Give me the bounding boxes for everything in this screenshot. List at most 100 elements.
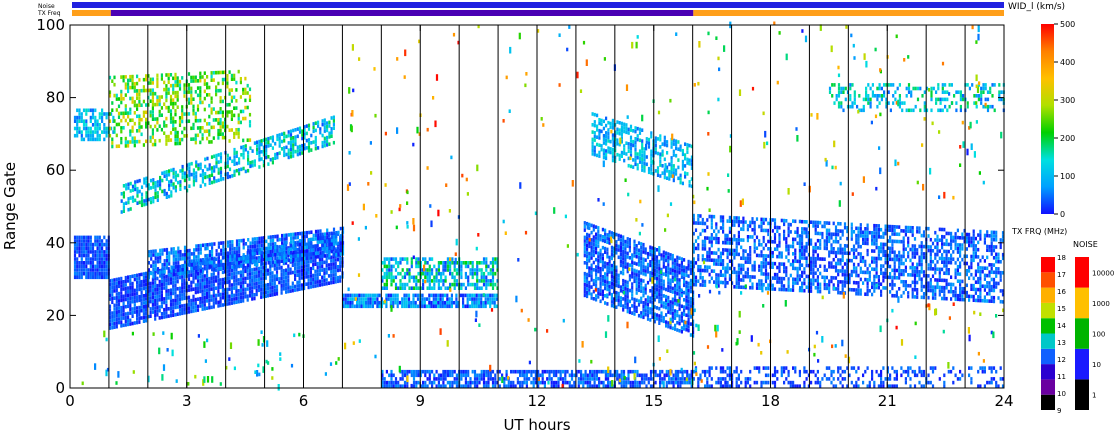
data-cell [203, 129, 206, 134]
data-cell [89, 130, 92, 134]
data-cell [647, 145, 651, 149]
data-cell [283, 248, 286, 252]
data-cell [321, 275, 324, 280]
data-cell [637, 303, 641, 307]
data-cell [658, 285, 661, 289]
data-cell [628, 237, 631, 242]
data-cell [260, 269, 263, 274]
data-cell [98, 115, 101, 120]
data-cell [606, 280, 609, 284]
data-cell [605, 138, 608, 142]
data-cell [613, 235, 616, 240]
data-cell [161, 248, 164, 252]
data-cell [131, 292, 134, 297]
data-cell [147, 253, 150, 258]
data-cell [671, 301, 674, 305]
data-cell [683, 298, 686, 302]
data-cell [341, 230, 345, 234]
data-cell [644, 312, 647, 317]
data-cell [503, 384, 506, 388]
data-cell [183, 134, 186, 138]
data-cell [235, 296, 238, 301]
data-cell [681, 380, 684, 385]
data-cell [326, 239, 329, 243]
data-cell [592, 260, 595, 265]
data-cell [226, 287, 229, 292]
data-cell [607, 377, 610, 381]
data-cell [89, 235, 92, 240]
data-cell [224, 117, 227, 122]
data-cell [655, 273, 659, 277]
data-cell [248, 112, 252, 117]
data-cell [460, 286, 463, 290]
data-cell [593, 152, 596, 157]
data-cell [689, 282, 692, 286]
data-cell [176, 90, 179, 95]
data-cell [674, 369, 677, 374]
data-cell [219, 300, 222, 304]
data-cell [597, 266, 600, 270]
data-cell [154, 273, 157, 278]
data-cell [156, 77, 159, 81]
data-cell [122, 209, 125, 213]
data-cell [390, 271, 393, 276]
data-cell [678, 263, 681, 268]
data-cell [289, 271, 292, 275]
data-cell [140, 125, 143, 129]
data-cell [334, 258, 337, 262]
data-cell [251, 282, 254, 287]
data-cell [219, 285, 222, 290]
data-cell [455, 373, 458, 378]
data-cell [440, 377, 443, 381]
data-cell [136, 288, 139, 292]
data-cell [608, 241, 611, 245]
data-cell [226, 164, 229, 169]
data-cell [115, 281, 118, 285]
data-cell [199, 162, 202, 167]
data-cell [476, 275, 479, 280]
data-cell [221, 288, 224, 293]
data-cell [662, 305, 665, 309]
data-cell [298, 276, 301, 281]
data-cell [613, 301, 616, 305]
data-cell [633, 246, 636, 251]
data-cell [635, 284, 638, 288]
data-cell [87, 239, 90, 243]
data-cell [417, 279, 420, 283]
data-cell [362, 297, 365, 301]
data-cell [583, 221, 586, 225]
data-cell [91, 261, 95, 265]
data-cell [690, 384, 693, 388]
data-cell [610, 282, 613, 286]
data-cell [85, 246, 88, 251]
data-cell [622, 297, 625, 301]
data-cell [484, 300, 487, 305]
data-cell [196, 308, 200, 312]
data-cell [424, 271, 427, 276]
data-cell [309, 259, 312, 264]
data-cell [176, 83, 179, 88]
data-cell [296, 266, 299, 270]
data-cell [122, 280, 125, 284]
data-cell [158, 298, 161, 302]
data-cell [113, 307, 116, 311]
data-cell [401, 282, 404, 287]
data-cell [620, 373, 623, 378]
data-cell [667, 270, 670, 274]
data-cell [570, 369, 574, 374]
data-cell [467, 373, 470, 378]
data-cell [462, 304, 465, 309]
data-cell [478, 261, 481, 265]
data-cell [208, 298, 211, 303]
data-cell [469, 384, 472, 388]
data-cell [665, 258, 668, 263]
data-cell [163, 259, 166, 263]
data-cell [181, 278, 184, 283]
data-cell [94, 250, 97, 254]
data-cell [289, 140, 293, 144]
data-cell [159, 259, 162, 264]
data-cell [557, 384, 560, 388]
data-cell [96, 239, 99, 243]
data-cell [339, 241, 342, 245]
data-cell [597, 226, 600, 230]
